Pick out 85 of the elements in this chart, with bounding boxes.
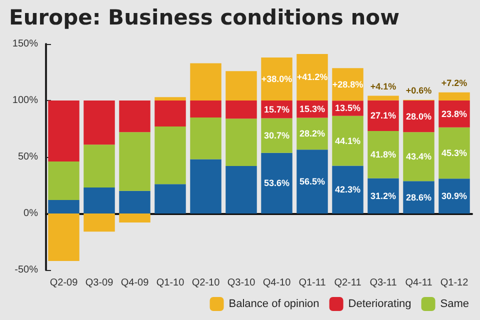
bar	[48, 214, 80, 261]
bar	[154, 97, 186, 100]
data-label: 44.1%	[334, 136, 361, 146]
bar	[332, 166, 364, 214]
bar	[119, 190, 150, 214]
data-label: 56.5%	[299, 176, 326, 187]
bar	[48, 162, 80, 200]
chart-title: Europe: Business conditions now	[9, 6, 400, 30]
y-tick-label: -50%	[14, 264, 38, 276]
x-tick-label: Q1-10	[156, 278, 185, 288]
bar	[261, 152, 292, 214]
data-label: 28.0%	[406, 111, 432, 122]
x-tick-label: Q4-09	[120, 278, 150, 288]
bar	[190, 100, 222, 118]
legend-label: Deteriorating	[348, 298, 412, 310]
bar	[438, 178, 470, 214]
data-label: 45.3%	[441, 148, 468, 158]
bar	[332, 116, 364, 166]
legend-label: Same	[440, 298, 470, 310]
data-label: 31.2%	[370, 190, 396, 201]
bar	[403, 181, 434, 214]
data-label: 30.9%	[441, 191, 468, 202]
data-label: 13.5%	[334, 103, 361, 114]
y-tick-label: 150%	[12, 38, 38, 50]
bar	[84, 188, 115, 214]
legend-label: Balance of opinion	[228, 298, 320, 310]
bar	[84, 100, 115, 145]
bar	[84, 214, 115, 232]
bar	[296, 150, 328, 214]
data-label: +41.2%	[296, 72, 328, 82]
x-tick-label: Q2-09	[50, 278, 78, 288]
data-label: 15.3%	[299, 104, 326, 114]
bar	[226, 166, 257, 214]
bar	[119, 100, 150, 132]
data-label: 42.3%	[334, 184, 361, 195]
bar	[84, 144, 115, 188]
x-tick-label: Q3-09	[85, 278, 114, 288]
y-tick-label: 50%	[18, 152, 38, 162]
bar	[119, 132, 150, 191]
bar	[368, 178, 399, 214]
x-tick-label: Q2-10	[192, 278, 220, 288]
bar	[261, 118, 292, 153]
x-tick-label: Q4-10	[262, 278, 292, 288]
data-label: +38.0%	[261, 74, 292, 84]
bar	[190, 117, 222, 160]
data-label: 23.8%	[441, 108, 468, 119]
bar	[368, 131, 399, 178]
bar	[226, 100, 257, 119]
bar	[226, 118, 257, 166]
data-label: +7.2%	[441, 78, 468, 88]
bar	[403, 132, 434, 182]
y-tick-label: 0%	[24, 208, 38, 219]
bar	[154, 126, 186, 184]
bar	[190, 63, 222, 100]
data-label: 41.8%	[370, 150, 396, 160]
bar	[226, 71, 257, 100]
bar	[154, 184, 186, 214]
data-label: 27.1%	[370, 110, 396, 121]
data-label: +28.8%	[332, 79, 364, 90]
bar	[368, 100, 399, 132]
x-tick-label: Q4-11	[405, 278, 433, 288]
data-label: +4.1%	[370, 81, 396, 92]
bar	[48, 200, 80, 214]
x-tick-label: Q3-11	[370, 278, 398, 288]
data-label: 28.6%	[406, 192, 432, 202]
data-label: 28.2%	[299, 128, 326, 139]
data-label: 30.7%	[264, 130, 290, 141]
y-tick-label: 100%	[12, 95, 38, 106]
x-tick-label: Q3-10	[227, 278, 256, 288]
bar	[438, 92, 470, 100]
data-label: 53.6%	[264, 178, 290, 188]
x-tick-label: Q1-11	[298, 278, 326, 288]
x-tick-label: Q1-12	[440, 278, 469, 288]
bar	[296, 54, 328, 100]
bar	[190, 159, 222, 214]
x-tick-label: Q2-11	[334, 278, 362, 288]
data-label: +0.6%	[406, 85, 432, 96]
bar	[368, 96, 399, 100]
bar	[154, 100, 186, 126]
bar	[48, 100, 80, 162]
data-label: 15.7%	[264, 104, 290, 114]
data-label: 43.4%	[406, 152, 432, 162]
bar	[119, 214, 150, 223]
bar	[261, 58, 292, 100]
bar	[438, 127, 470, 179]
